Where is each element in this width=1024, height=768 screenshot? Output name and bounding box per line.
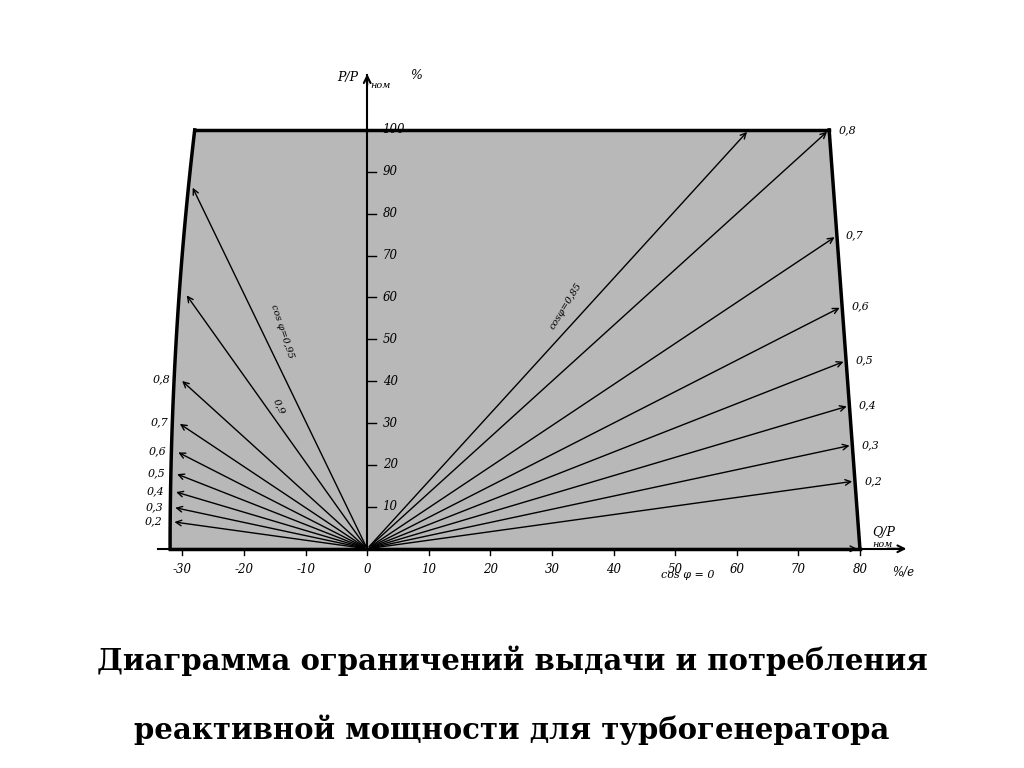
Text: 60: 60 xyxy=(383,291,397,304)
Text: 30: 30 xyxy=(545,564,559,577)
Text: 0,7: 0,7 xyxy=(846,230,864,240)
Text: 0,8: 0,8 xyxy=(153,374,171,384)
Text: 0,3: 0,3 xyxy=(861,440,880,450)
Text: 0,8: 0,8 xyxy=(839,125,856,135)
Text: 70: 70 xyxy=(791,564,806,577)
Text: реактивной мощности для турбогенератора: реактивной мощности для турбогенератора xyxy=(134,714,890,745)
Text: Q/P: Q/P xyxy=(872,525,895,538)
Text: 0,4: 0,4 xyxy=(146,486,164,496)
Text: -30: -30 xyxy=(173,564,191,577)
Text: -20: -20 xyxy=(234,564,254,577)
Text: 0,2: 0,2 xyxy=(144,517,163,527)
Text: 50: 50 xyxy=(383,333,397,346)
Text: 80: 80 xyxy=(383,207,397,220)
Text: -10: -10 xyxy=(296,564,315,577)
Text: 0,3: 0,3 xyxy=(145,502,163,512)
Text: 0,2: 0,2 xyxy=(864,476,882,486)
Text: 40: 40 xyxy=(606,564,621,577)
Text: cos φ = 0: cos φ = 0 xyxy=(660,570,714,580)
Text: 40: 40 xyxy=(383,375,397,388)
Text: 90: 90 xyxy=(383,165,397,178)
Polygon shape xyxy=(170,130,860,549)
Text: 0: 0 xyxy=(364,564,371,577)
Text: 70: 70 xyxy=(383,249,397,262)
Text: cos φ=0,95: cos φ=0,95 xyxy=(269,303,295,359)
Text: ном: ном xyxy=(371,81,390,90)
Text: 20: 20 xyxy=(483,564,498,577)
Text: 0,6: 0,6 xyxy=(851,302,869,312)
Text: 0,4: 0,4 xyxy=(859,401,877,411)
Text: 0,5: 0,5 xyxy=(855,356,873,366)
Text: 0,9: 0,9 xyxy=(271,397,287,415)
Text: 30: 30 xyxy=(383,416,397,429)
Text: 60: 60 xyxy=(729,564,744,577)
Text: 10: 10 xyxy=(383,501,397,513)
Text: 80: 80 xyxy=(852,564,867,577)
Text: 50: 50 xyxy=(668,564,683,577)
Text: %/e: %/e xyxy=(892,565,914,578)
Text: 20: 20 xyxy=(383,458,397,472)
Text: 0,6: 0,6 xyxy=(148,446,167,456)
Text: 100: 100 xyxy=(383,124,406,137)
Text: Диаграмма ограничений выдачи и потребления: Диаграмма ограничений выдачи и потреблен… xyxy=(96,645,928,676)
Text: ном: ном xyxy=(872,540,893,549)
Text: cosφ=0,85: cosφ=0,85 xyxy=(548,281,584,331)
Text: P/P: P/P xyxy=(337,71,358,84)
Text: 0,5: 0,5 xyxy=(147,468,165,478)
Text: 10: 10 xyxy=(421,564,436,577)
Text: 0,7: 0,7 xyxy=(151,417,168,427)
Text: %: % xyxy=(411,69,422,82)
